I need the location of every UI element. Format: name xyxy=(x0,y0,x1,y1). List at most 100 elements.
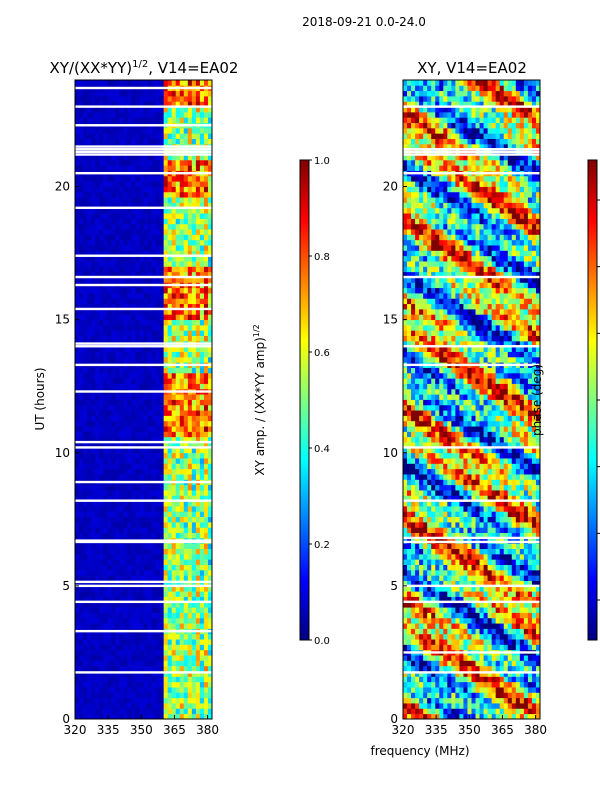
phase-cell xyxy=(503,601,509,608)
amplitude-cell xyxy=(79,95,84,102)
amplitude-cell xyxy=(83,372,88,379)
amplitude-cell xyxy=(195,426,201,432)
amplitude-cell xyxy=(147,580,152,587)
amplitude-cell xyxy=(199,484,205,491)
amplitude-cell xyxy=(163,543,169,549)
amplitude-cell xyxy=(155,191,161,198)
amplitude-cell xyxy=(159,245,165,251)
phase-cell xyxy=(447,591,452,597)
phase-cell xyxy=(491,687,497,693)
amplitude-cell xyxy=(83,564,88,571)
amplitude-cell xyxy=(75,623,80,629)
amplitude-cell xyxy=(163,335,169,342)
amplitude-cell xyxy=(155,564,161,571)
amplitude-cell xyxy=(143,703,148,709)
amplitude-cell xyxy=(183,500,189,507)
phase-cell xyxy=(447,601,452,608)
amplitude-cell xyxy=(83,543,88,549)
phase-cell xyxy=(499,676,505,683)
phase-cell xyxy=(447,708,452,715)
amplitude-cell xyxy=(207,655,213,661)
phase-cell xyxy=(515,681,521,688)
amplitude-cell xyxy=(195,511,201,518)
amplitude-cell xyxy=(203,612,209,619)
amplitude-cell xyxy=(195,356,201,363)
amplitude-cell xyxy=(183,553,189,560)
amplitude-cell xyxy=(103,154,108,161)
amplitude-cell xyxy=(203,697,209,704)
amplitude-cell xyxy=(99,596,104,603)
amplitude-cell xyxy=(91,191,96,198)
amplitude-cell xyxy=(119,186,124,193)
amplitude-cell xyxy=(107,681,112,688)
amplitude-cell xyxy=(115,591,120,597)
amplitude-cell xyxy=(115,293,120,299)
amplitude-cell xyxy=(123,548,128,555)
amplitude-cell xyxy=(107,548,112,555)
amplitude-cell xyxy=(111,671,116,677)
amplitude-cell xyxy=(183,207,189,214)
amplitude-cell xyxy=(187,308,193,315)
amplitude-cell xyxy=(83,607,88,613)
amplitude-cell xyxy=(171,106,177,113)
amplitude-cell xyxy=(135,447,140,454)
amplitude-cell xyxy=(75,165,80,171)
amplitude-cell xyxy=(199,261,205,267)
phase-cell xyxy=(479,713,484,720)
amplitude-cell xyxy=(91,378,96,384)
amplitude-cell xyxy=(111,506,116,512)
amplitude-cell xyxy=(147,367,152,374)
amplitude-cell xyxy=(127,372,132,379)
phase-cell xyxy=(499,671,505,677)
amplitude-cell xyxy=(115,234,120,241)
amplitude-cell xyxy=(131,351,136,358)
amplitude-cell xyxy=(99,319,104,326)
phase-cell xyxy=(515,687,521,693)
amplitude-cell xyxy=(199,660,205,667)
phase-cell xyxy=(475,623,480,629)
amplitude-cell xyxy=(151,277,156,283)
amplitude-cell xyxy=(179,133,185,139)
amplitude-cell xyxy=(187,138,193,145)
phase-cell xyxy=(403,676,408,683)
amplitude-cell xyxy=(203,708,209,715)
amplitude-cell xyxy=(111,458,116,464)
amplitude-cell xyxy=(123,692,128,699)
amplitude-cell xyxy=(111,404,116,411)
amplitude-cell xyxy=(155,80,161,86)
amplitude-cell xyxy=(115,250,120,257)
amplitude-cell xyxy=(103,484,108,491)
amplitude-cell xyxy=(127,511,132,518)
amplitude-cell xyxy=(79,202,84,209)
phase-cell xyxy=(427,617,432,624)
amplitude-cell xyxy=(139,484,144,491)
amplitude-flag-gap xyxy=(75,671,212,674)
amplitude-cell xyxy=(115,708,120,715)
amplitude-cell xyxy=(83,665,88,672)
amplitude-cell xyxy=(107,223,112,230)
amplitude-cell xyxy=(91,495,96,502)
amplitude-cell xyxy=(179,617,185,624)
amplitude-cell xyxy=(207,559,213,565)
amplitude-cell xyxy=(107,207,112,214)
amplitude-cell xyxy=(195,564,201,571)
amplitude-cell xyxy=(155,495,161,502)
amplitude-cell xyxy=(87,394,92,400)
amplitude-cell xyxy=(127,703,132,709)
amplitude-cell xyxy=(103,415,108,422)
phase-cell xyxy=(467,671,472,677)
amplitude-cell xyxy=(135,623,140,629)
amplitude-cell xyxy=(191,127,197,134)
amplitude-cell xyxy=(159,692,165,699)
amplitude-cell xyxy=(107,447,112,454)
amplitude-cell xyxy=(131,426,136,432)
amplitude-cell xyxy=(107,330,112,336)
amplitude-cell xyxy=(171,681,177,688)
amplitude-cell xyxy=(131,617,136,624)
amplitude-cell xyxy=(115,335,120,342)
amplitude-cell xyxy=(139,569,144,576)
amplitude-cell xyxy=(171,127,177,134)
amplitude-cell xyxy=(179,569,185,576)
amplitude-cell xyxy=(175,474,181,480)
amplitude-cell xyxy=(187,298,193,305)
